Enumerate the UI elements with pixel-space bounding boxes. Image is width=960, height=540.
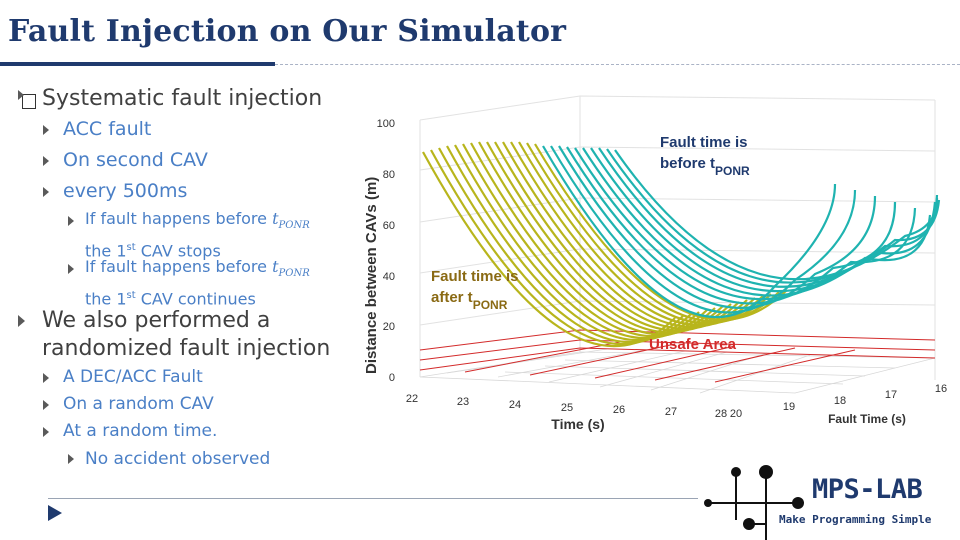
y-axis-label: Distance between CAVs (m)	[363, 177, 380, 374]
curve-olive	[518, 141, 772, 325]
annotation-after-l1: Fault time is	[431, 268, 519, 285]
title-underline	[0, 62, 960, 68]
sub-bullet-stops: If fault happens before tPONR the 1st CA…	[85, 209, 310, 261]
curve-olive	[534, 143, 788, 321]
bullet-dec-acc: A DEC/ACC Fault	[63, 367, 203, 387]
bullet-arrow-icon	[68, 454, 74, 464]
sub-bullet-continues: If fault happens before tPONR the 1st CA…	[85, 257, 310, 309]
time-tick-label: 28	[715, 408, 727, 420]
fault-tick-label: 17	[885, 389, 897, 401]
curve-teal	[614, 149, 939, 281]
y-axis: 100 80 60 40 20 0	[377, 118, 395, 384]
bullet-box-icon	[22, 94, 36, 109]
bullet-arrow-icon	[18, 90, 24, 100]
bullet-arrow-icon	[43, 427, 49, 437]
fault-tick-label: 16	[935, 383, 947, 395]
bullet-arrow-icon	[43, 125, 49, 135]
bullet-random-cav: On a random CAV	[63, 394, 214, 414]
curve-teal	[598, 147, 939, 288]
time-tick-label: 27	[665, 406, 677, 418]
play-icon	[48, 505, 62, 521]
bullet-arrow-icon	[68, 216, 74, 226]
bullet-every-500ms: every 500ms	[63, 180, 188, 202]
curve-teal	[582, 147, 932, 297]
time-axis-label: Time (s)	[551, 416, 604, 432]
fault-axis-ticks: 20 19 18 17 16	[730, 383, 947, 420]
bullet-arrow-icon	[18, 315, 25, 327]
unsafe-area-grid	[419, 329, 936, 383]
teal-curves	[542, 145, 941, 319]
slide-title: Fault Injection on Our Simulator	[8, 14, 567, 49]
annotation-before-l2: before tPONR	[660, 155, 750, 178]
logo-tagline: Make Programming Simple	[779, 513, 932, 526]
y-tick-label: 100	[377, 118, 395, 130]
time-axis-ticks: 22 23 24 25 26 27 28	[406, 393, 727, 420]
sub-bullet-no-accident: No accident observed	[85, 449, 271, 469]
bullet-arrow-icon	[43, 156, 49, 166]
y-tick-label: 60	[383, 220, 395, 232]
bullet-randomized-l1: We also performed a	[42, 308, 271, 333]
title-underline-dashed	[275, 64, 960, 65]
annotation-before-l1: Fault time is	[660, 134, 748, 151]
fault-tick-label: 18	[834, 395, 846, 407]
bullet-arrow-icon	[43, 187, 49, 197]
bullet-arrow-icon	[43, 373, 49, 383]
unsafe-area-label: Unsafe Area	[649, 336, 737, 353]
fault-tick-label: 20	[730, 408, 742, 420]
footer-rule	[48, 498, 698, 499]
fault-injection-3d-plot: 100 80 60 40 20 0 Distance between CAVs …	[363, 95, 947, 432]
mps-lab-logo-graphic	[704, 465, 804, 540]
bullet-acc-fault: ACC fault	[63, 118, 152, 140]
curve-teal	[606, 148, 941, 284]
curve-teal	[590, 147, 937, 293]
y-tick-label: 40	[383, 271, 395, 283]
logo-name: MPS-LAB	[812, 474, 923, 505]
time-tick-label: 25	[561, 402, 573, 414]
bullet-systematic: Systematic fault injection	[42, 86, 323, 111]
annotation-after-l2: after tPONR	[431, 289, 508, 312]
time-tick-label: 24	[509, 399, 521, 411]
y-tick-label: 20	[383, 321, 395, 333]
y-tick-label: 0	[389, 372, 395, 384]
y-tick-label: 80	[383, 169, 395, 181]
olive-curves	[422, 141, 788, 348]
time-tick-label: 26	[613, 404, 625, 416]
bullet-randomized-l2: randomized fault injection	[42, 336, 331, 361]
time-tick-label: 23	[457, 396, 469, 408]
curve-olive	[510, 141, 764, 327]
bullet-arrow-icon	[68, 264, 74, 274]
bullet-second-cav: On second CAV	[63, 149, 208, 171]
title-underline-solid	[0, 62, 275, 66]
fault-tick-label: 19	[783, 401, 795, 413]
curve-olive	[526, 142, 780, 323]
bullet-random-time: At a random time.	[63, 421, 218, 441]
fault-axis-label: Fault Time (s)	[828, 412, 906, 426]
time-tick-label: 22	[406, 393, 418, 405]
bullet-arrow-icon	[43, 400, 49, 410]
